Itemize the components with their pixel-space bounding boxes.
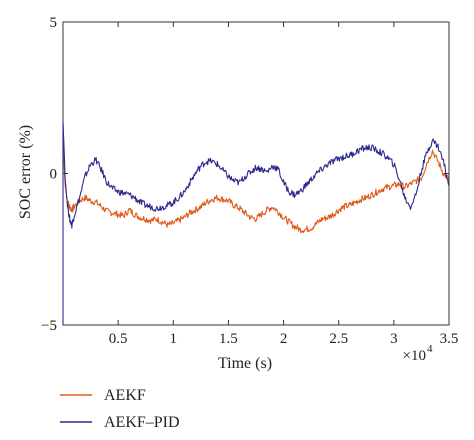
y-tick-label: 5	[50, 15, 58, 31]
legend-label-aekf: AEKF	[104, 387, 146, 404]
x-multiplier-base: ×10	[403, 348, 426, 364]
x-tick-label: 1.5	[219, 331, 238, 347]
x-tick-label: 2.5	[329, 331, 348, 347]
y-axis-title: SOC error (%)	[17, 125, 34, 219]
series-line-aekf	[62, 137, 450, 234]
legend: AEKF AEKF–PID	[60, 387, 180, 431]
ticks-layer: 0.5 1 1.5 2 2.5 3 3.5 −5 0 5	[41, 15, 458, 347]
x-multiplier-exponent: 4	[427, 343, 433, 355]
x-tick-label: 3	[390, 331, 398, 347]
plot-frame	[62, 21, 450, 326]
series-line-aekf-pid	[62, 121, 450, 229]
x-tick-label: 1	[170, 331, 178, 347]
x-axis-multiplier: ×10 4	[403, 343, 433, 364]
series-layer	[62, 121, 450, 325]
y-tick-label: −5	[41, 318, 57, 334]
plot-area-border	[62, 21, 450, 326]
y-tick-label: 0	[50, 167, 58, 183]
x-tick-label: 0.5	[109, 331, 128, 347]
x-axis-title: Time (s)	[218, 355, 272, 372]
x-tick-label: 3.5	[440, 331, 459, 347]
x-tick-label: 2	[280, 331, 288, 347]
legend-label-aekf-pid: AEKF–PID	[104, 414, 180, 431]
